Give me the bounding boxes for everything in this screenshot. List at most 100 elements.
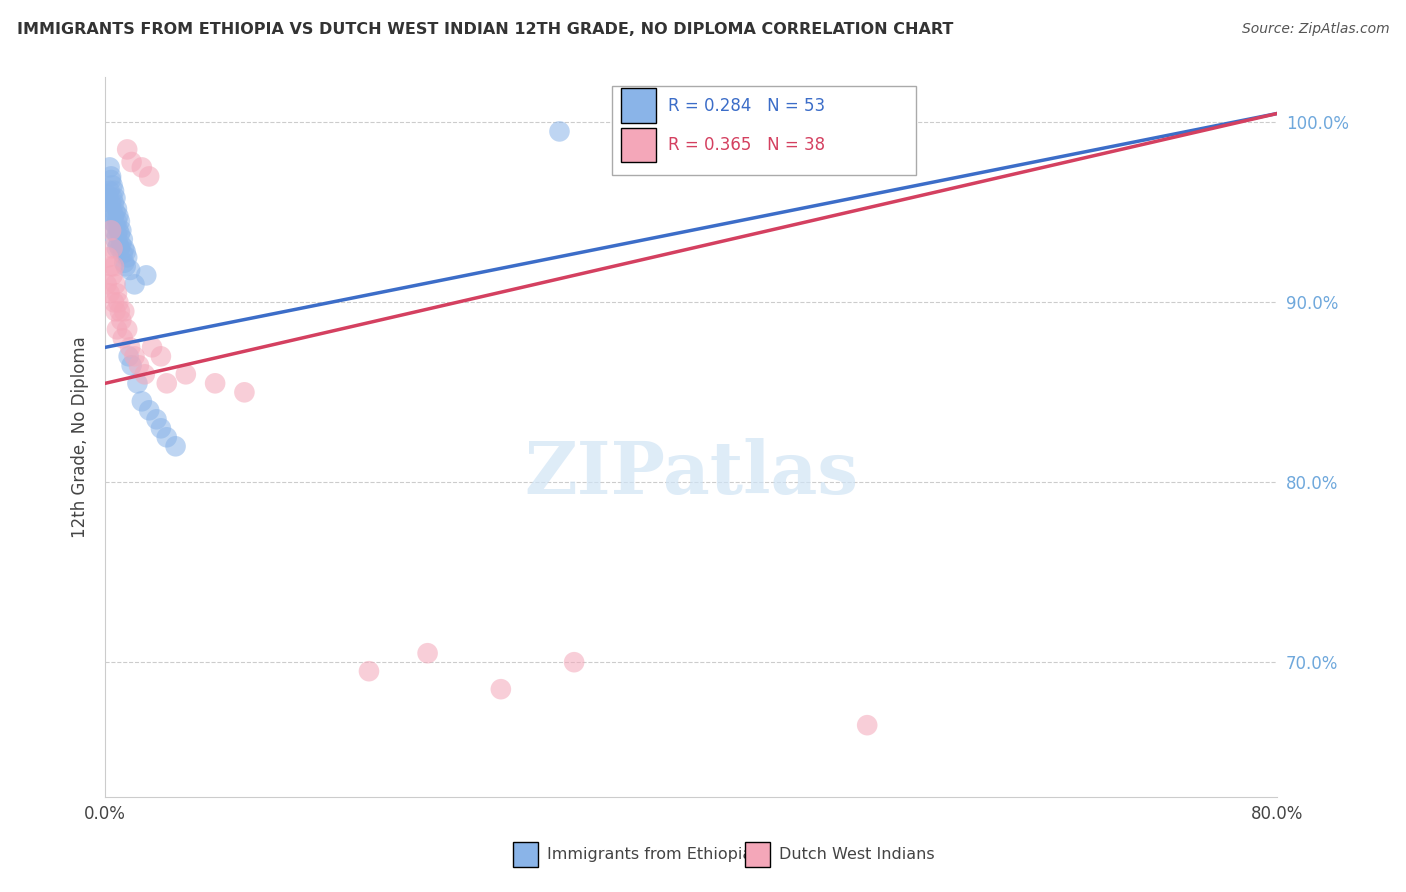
Point	[98, 286, 121, 301]
Point	[416, 646, 439, 660]
Point	[128, 359, 150, 373]
Point	[100, 173, 122, 187]
Point	[103, 184, 125, 198]
Point	[104, 218, 127, 232]
Point	[112, 304, 135, 318]
Point	[141, 340, 163, 354]
Text: ZIPatlas: ZIPatlas	[524, 438, 859, 508]
Point	[110, 223, 132, 237]
Text: R = 0.365   N = 38: R = 0.365 N = 38	[668, 136, 825, 154]
Point	[112, 256, 135, 270]
Point	[134, 368, 156, 382]
Point	[104, 191, 127, 205]
Point	[124, 349, 146, 363]
Point	[149, 421, 172, 435]
Text: Source: ZipAtlas.com: Source: ZipAtlas.com	[1241, 22, 1389, 37]
Point	[115, 143, 138, 157]
Point	[96, 187, 118, 202]
Point	[156, 430, 179, 444]
Text: Immigrants from Ethiopia: Immigrants from Ethiopia	[547, 847, 752, 862]
Point	[114, 260, 136, 274]
Point	[100, 260, 122, 274]
Point	[105, 241, 128, 255]
Point	[101, 268, 124, 283]
Point	[111, 232, 134, 246]
Point	[100, 223, 122, 237]
FancyBboxPatch shape	[612, 86, 917, 175]
Point	[101, 214, 124, 228]
Point	[233, 385, 256, 400]
Point	[156, 376, 179, 391]
Point	[856, 718, 879, 732]
Point	[138, 169, 160, 184]
Point	[103, 295, 125, 310]
Point	[357, 664, 380, 678]
Point	[115, 251, 138, 265]
Point	[621, 115, 644, 129]
Point	[105, 214, 128, 228]
Point	[145, 412, 167, 426]
Point	[124, 277, 146, 292]
Point	[111, 246, 134, 260]
Point	[135, 268, 157, 283]
Point	[165, 439, 187, 453]
Point	[112, 241, 135, 255]
Text: R = 0.284   N = 53: R = 0.284 N = 53	[668, 96, 825, 114]
Point	[101, 178, 124, 193]
Point	[103, 260, 125, 274]
Text: IMMIGRANTS FROM ETHIOPIA VS DUTCH WEST INDIAN 12TH GRADE, NO DIPLOMA CORRELATION: IMMIGRANTS FROM ETHIOPIA VS DUTCH WEST I…	[17, 22, 953, 37]
Point	[107, 237, 129, 252]
Point	[548, 124, 571, 138]
Point	[104, 277, 127, 292]
Point	[110, 313, 132, 327]
Y-axis label: 12th Grade, No Diploma: 12th Grade, No Diploma	[72, 336, 89, 538]
Point	[121, 155, 143, 169]
FancyBboxPatch shape	[621, 88, 657, 123]
Point	[108, 227, 131, 241]
Point	[115, 322, 138, 336]
Point	[101, 241, 124, 255]
Point	[108, 304, 131, 318]
Point	[110, 237, 132, 252]
Point	[489, 682, 512, 697]
Point	[127, 376, 149, 391]
Point	[104, 304, 127, 318]
Point	[105, 202, 128, 216]
Point	[107, 209, 129, 223]
Point	[97, 191, 120, 205]
Point	[121, 359, 143, 373]
Point	[105, 322, 128, 336]
Point	[174, 368, 197, 382]
FancyBboxPatch shape	[621, 128, 657, 162]
Point	[108, 214, 131, 228]
Point	[131, 161, 153, 175]
Point	[104, 232, 127, 246]
Point	[204, 376, 226, 391]
Point	[100, 196, 122, 211]
Point	[114, 244, 136, 259]
Point	[105, 227, 128, 241]
Point	[101, 205, 124, 219]
Point	[103, 209, 125, 223]
Point	[111, 331, 134, 345]
Point	[100, 169, 122, 184]
Point	[98, 161, 121, 175]
Point	[131, 394, 153, 409]
Point	[118, 349, 141, 363]
Point	[103, 196, 125, 211]
Point	[120, 340, 142, 354]
Point	[562, 655, 585, 669]
Point	[107, 295, 129, 310]
Point	[658, 119, 681, 133]
Point	[98, 184, 121, 198]
Point	[107, 223, 129, 237]
Point	[149, 349, 172, 363]
Point	[138, 403, 160, 417]
Point	[105, 286, 128, 301]
Point	[120, 263, 142, 277]
Point	[108, 241, 131, 255]
Point	[101, 191, 124, 205]
Point	[103, 223, 125, 237]
Point	[96, 277, 118, 292]
Point	[104, 205, 127, 219]
